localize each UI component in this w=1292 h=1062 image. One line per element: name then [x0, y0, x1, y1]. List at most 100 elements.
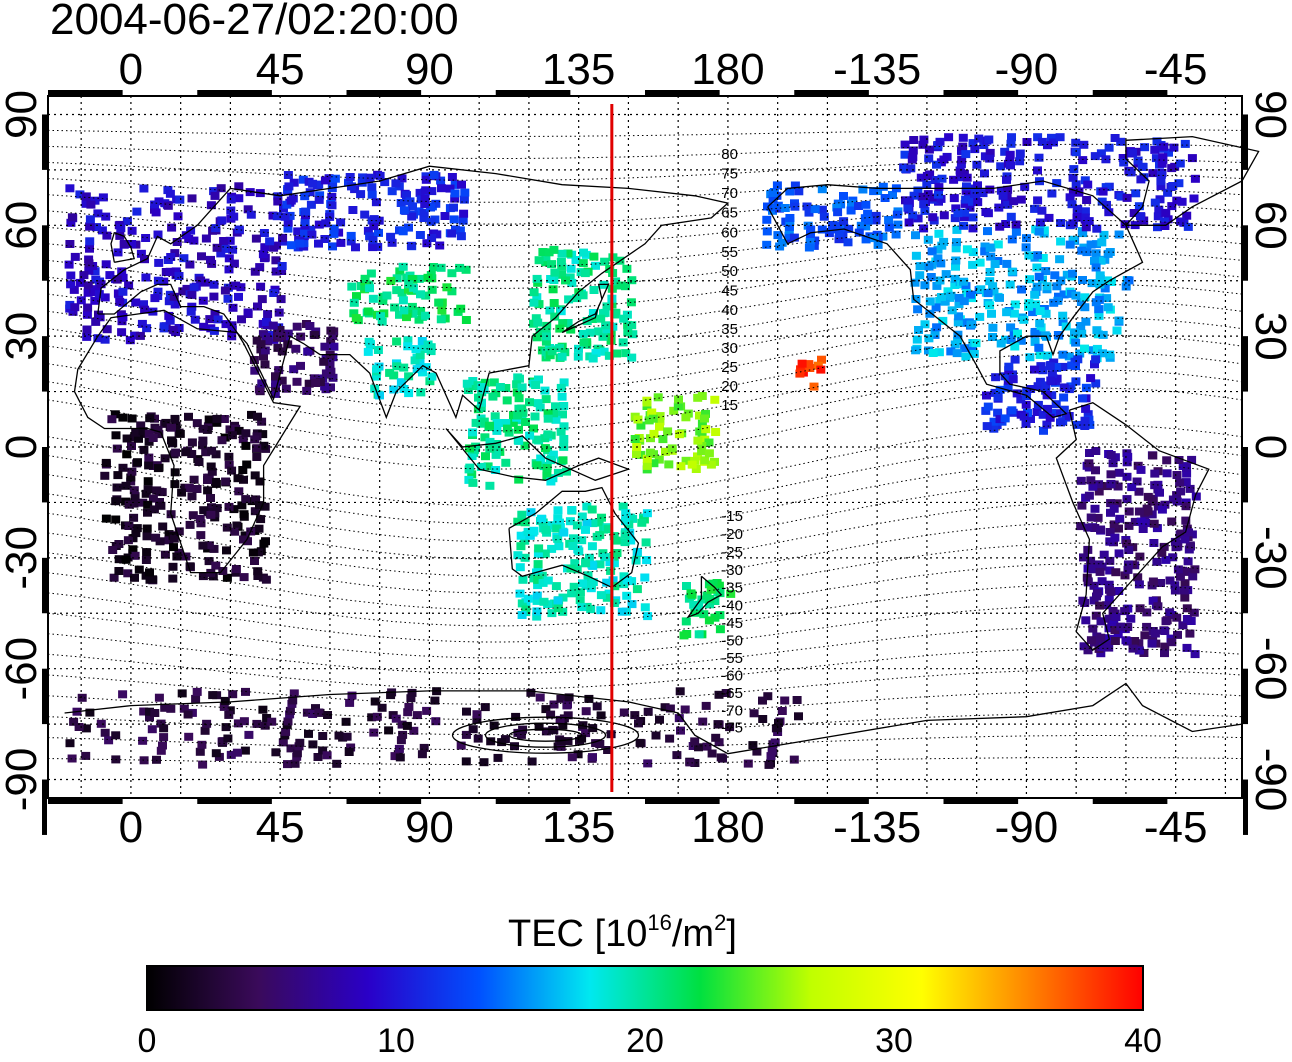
magnetic-contour-label: -75 [721, 720, 743, 737]
tec-cell [280, 212, 290, 221]
tec-cell [206, 201, 216, 210]
tec-cell [701, 701, 711, 710]
tec-cell [578, 579, 587, 588]
tec-cell [592, 532, 602, 541]
tec-cell [1187, 455, 1197, 464]
tec-cell [170, 300, 180, 309]
tec-cell [951, 262, 960, 271]
magnetic-contour [47, 424, 1243, 507]
tec-cell [687, 460, 697, 469]
tec-cell [1021, 400, 1031, 409]
tec-cell [241, 441, 251, 450]
tec-cell [661, 447, 670, 456]
tec-cell [620, 538, 630, 547]
tec-cell [382, 291, 392, 300]
tec-cell [1142, 622, 1152, 631]
tec-cell [1147, 497, 1157, 506]
tec-cell [968, 213, 978, 222]
tec-cell [131, 428, 141, 437]
tec-cell [100, 293, 110, 302]
tec-cell [1174, 179, 1184, 188]
tec-cell [140, 305, 150, 314]
tec-cell [553, 468, 563, 477]
tec-cell [1091, 379, 1101, 388]
tec-cell [455, 226, 465, 235]
tec-cell [1124, 546, 1134, 554]
tec-cell [672, 751, 682, 760]
tec-cell [283, 717, 293, 726]
tec-cell [419, 743, 429, 752]
tec-cell [483, 462, 493, 471]
tec-cell [1032, 408, 1042, 416]
tec-cell [257, 295, 267, 304]
tec-cell [817, 185, 827, 194]
tec-cell [1044, 213, 1054, 222]
tec-cell [132, 207, 142, 216]
tec-cell [234, 487, 244, 496]
tec-cell [201, 448, 211, 457]
tec-cell [269, 243, 279, 252]
tec-cell [115, 231, 125, 240]
tec-cell [617, 607, 627, 616]
tec-cell [501, 419, 511, 427]
tec-cell [541, 258, 551, 267]
tec-cell [764, 760, 774, 769]
tec-cell [83, 281, 93, 290]
tec-cell [953, 209, 963, 218]
tec-cell [371, 198, 381, 207]
tec-cell [1034, 272, 1044, 281]
lon-ticks-top: 0 45 90 135 180 -135 -90 -45 [119, 45, 1208, 94]
tec-cell [1173, 565, 1183, 574]
frame-bar-left [42, 447, 47, 503]
tec-cell [512, 388, 522, 397]
tec-cell [224, 265, 234, 274]
tec-cell [1071, 138, 1081, 147]
tec-cell [1035, 218, 1045, 227]
lon-tick-top: -90 [995, 45, 1059, 94]
tec-cell [558, 410, 567, 419]
tec-cell [697, 447, 707, 456]
tec-cell [616, 281, 626, 290]
tec-cell [953, 336, 963, 345]
tec-cell [456, 741, 466, 750]
tec-cell [241, 495, 251, 504]
tec-cell [416, 388, 426, 397]
tec-cell [414, 274, 424, 283]
tec-cell [919, 200, 929, 209]
tec-cell [1045, 413, 1055, 422]
tec-cell [702, 742, 712, 751]
tec-cell [181, 231, 191, 240]
tec-cell [347, 691, 357, 700]
tec-cell [582, 519, 592, 527]
tec-cell [928, 349, 938, 357]
tec-cell [167, 438, 177, 447]
tec-cell [596, 606, 606, 615]
tec-cell [274, 308, 284, 317]
tec-cell [403, 342, 413, 351]
magnetic-contour-label: 15 [721, 397, 738, 414]
tec-cell [569, 582, 579, 591]
tec-cell [563, 319, 573, 327]
tec-cell [328, 242, 337, 251]
magnetic-contour [47, 204, 1243, 247]
tec-cell [610, 310, 620, 319]
tec-cell [144, 461, 154, 470]
frame-bar-left [42, 779, 47, 835]
tec-cell [951, 256, 961, 265]
tec-cell [168, 325, 178, 334]
tec-cell [514, 404, 524, 413]
tec-cell [698, 717, 708, 726]
tec-cell [111, 431, 121, 440]
tec-cell [580, 269, 590, 278]
tec-cell [318, 746, 328, 755]
tec-cell [479, 758, 489, 767]
tec-cell [937, 293, 946, 301]
tec-cell [1033, 133, 1043, 142]
tec-cell [1097, 238, 1107, 247]
frame-bar-right [1243, 447, 1248, 503]
tec-cell [271, 267, 281, 276]
tec-cell [1105, 350, 1115, 359]
tec-cell [305, 322, 315, 330]
tec-cell [993, 408, 1003, 417]
